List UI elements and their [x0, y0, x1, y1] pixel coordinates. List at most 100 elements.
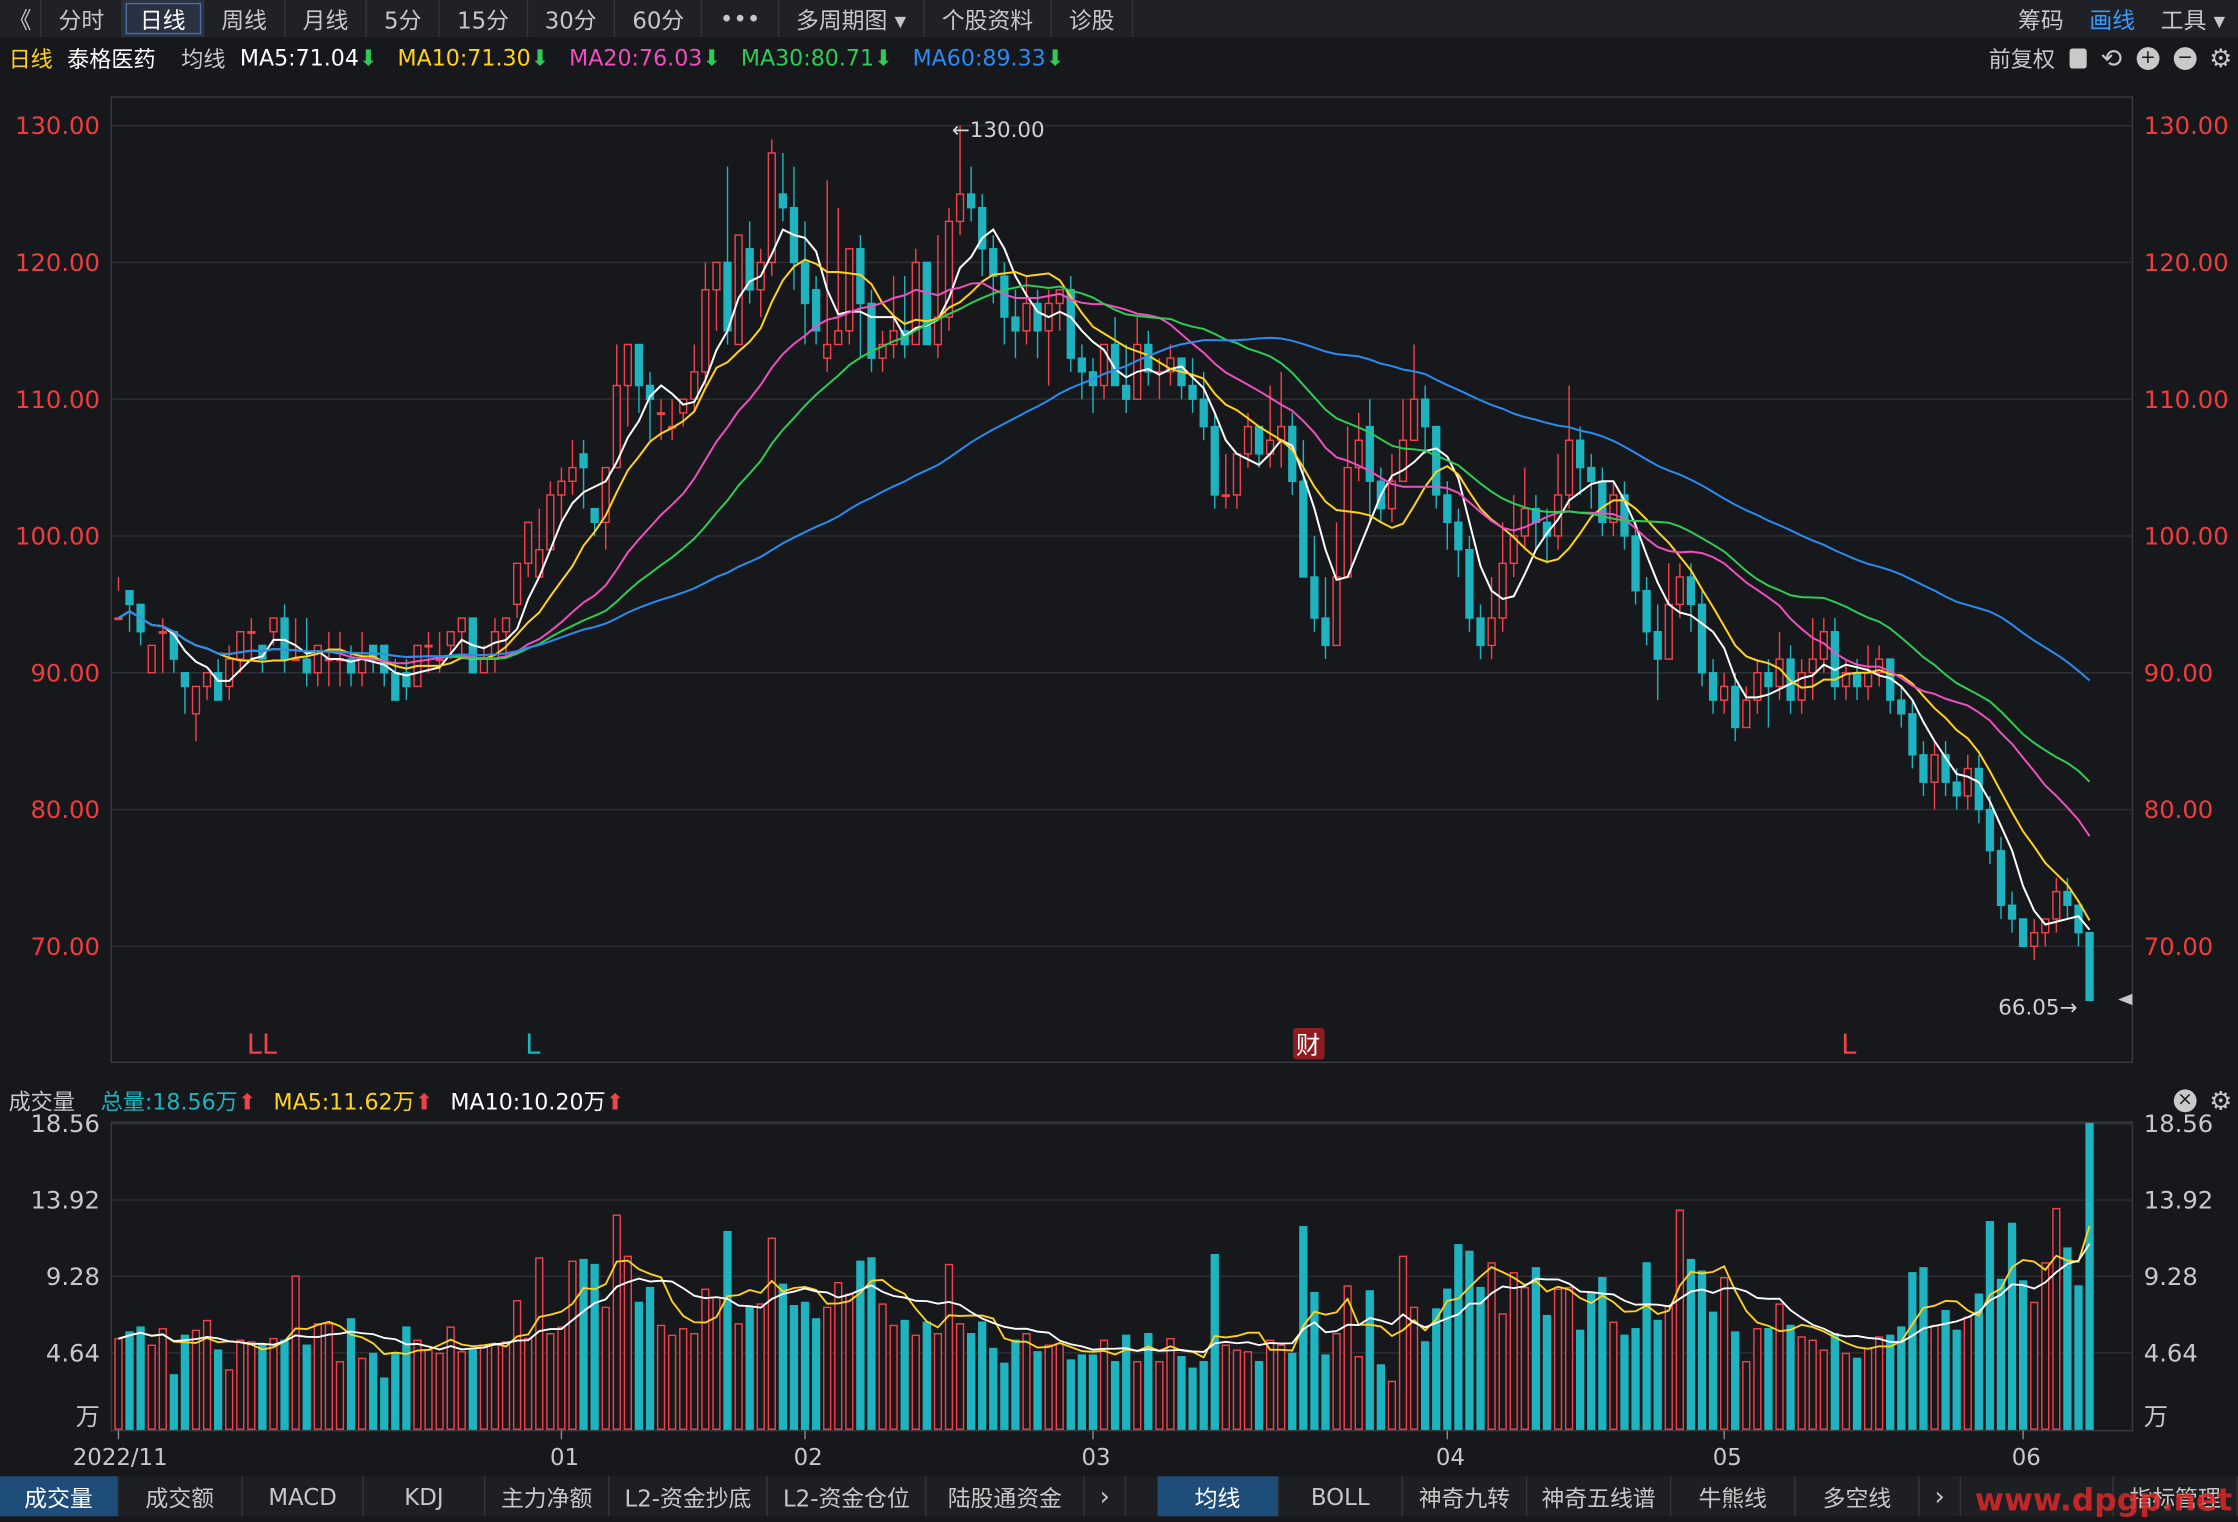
- indicator-tab[interactable]: 神奇五线谱: [1527, 1476, 1672, 1517]
- volume-bar: [1620, 1334, 1629, 1430]
- candle-body: [1110, 343, 1120, 387]
- candle-body: [1000, 275, 1009, 318]
- tab-period[interactable]: 5分: [367, 0, 440, 38]
- tab-period[interactable]: 多周期图 ▾: [779, 0, 925, 38]
- price-tick-left: 100.00: [15, 522, 100, 551]
- candle-body: [1376, 480, 1386, 510]
- candle-body: [989, 248, 998, 277]
- tab-period[interactable]: 周线: [204, 0, 286, 38]
- adjust-select[interactable]: 前复权: [1988, 47, 2055, 73]
- candle-body: [1886, 658, 1895, 701]
- zoom-out-icon[interactable]: −: [2173, 47, 2197, 70]
- tab-period[interactable]: 15分: [440, 0, 528, 38]
- indicator-tab[interactable]: BOLL: [1279, 1476, 1404, 1517]
- ma5-line: [117, 228, 2091, 931]
- indicator-tab[interactable]: KDJ: [364, 1476, 486, 1517]
- chevron-right-icon[interactable]: ›: [1085, 1476, 1127, 1517]
- candle-body: [1177, 357, 1186, 387]
- candle-body: [1576, 439, 1585, 469]
- indicator-tab[interactable]: 陆股通资金: [926, 1476, 1085, 1517]
- candle-body: [1675, 576, 1684, 606]
- volume-bar: [1985, 1221, 1995, 1430]
- indicator-tab[interactable]: 主力净额: [485, 1476, 610, 1517]
- candle-body: [191, 685, 201, 715]
- tab-period[interactable]: 30分: [528, 0, 616, 38]
- indicator-manage-button[interactable]: 指标管理: [2112, 1476, 2238, 1517]
- up-arrow-icon: ⬆: [605, 1089, 625, 1116]
- volume-bar: [834, 1281, 843, 1430]
- volume-title[interactable]: 成交量: [8, 1089, 75, 1116]
- indicator-tab[interactable]: 均线: [1157, 1476, 1279, 1517]
- candle-body: [1620, 494, 1629, 537]
- candle-body: [1808, 658, 1817, 674]
- volume-bar: [1531, 1267, 1541, 1430]
- indicator-tab[interactable]: 多空线: [1796, 1476, 1920, 1517]
- volume-bar: [1033, 1351, 1042, 1430]
- chevron-right-icon[interactable]: ›: [1920, 1476, 1962, 1517]
- tab-period[interactable]: 60分: [615, 0, 703, 38]
- indicator-tab[interactable]: L2-资金仓位: [768, 1476, 927, 1517]
- candle-body: [1609, 494, 1618, 524]
- signal-marker: L: [525, 1030, 540, 1061]
- indicator-tab[interactable]: MACD: [243, 1476, 364, 1517]
- volume-bar: [225, 1369, 234, 1430]
- x-label: 05: [1713, 1445, 1742, 1471]
- volume-bar: [369, 1352, 378, 1430]
- gear-icon[interactable]: ⚙: [2209, 43, 2233, 74]
- tab-period[interactable]: 月线: [286, 0, 367, 38]
- candle-body: [2018, 918, 2028, 948]
- indicator-tab[interactable]: L2-资金抄底: [609, 1476, 768, 1517]
- volume-bar: [1564, 1286, 1574, 1430]
- indicator-tab[interactable]: 神奇九转: [1403, 1476, 1528, 1517]
- close-icon[interactable]: ×: [2173, 1089, 2197, 1113]
- toolbar-right-item[interactable]: 工具 ▾: [2160, 7, 2226, 35]
- indicator-tab[interactable]: 成交额: [118, 1476, 243, 1517]
- volume-bar: [1044, 1344, 1053, 1430]
- stock-name[interactable]: 泰格医药: [67, 47, 156, 73]
- tab-period[interactable]: •••: [703, 0, 779, 38]
- down-arrow-icon: ⬇: [702, 45, 721, 72]
- candle-body: [1531, 507, 1541, 524]
- candle-body: [878, 343, 887, 359]
- volume-unit-right: 万: [2144, 1402, 2168, 1431]
- gear-icon[interactable]: ⚙: [2209, 1085, 2233, 1116]
- volume-bar: [1786, 1324, 1795, 1430]
- volume-bar: [2074, 1285, 2083, 1430]
- volume-bar: [1321, 1354, 1330, 1430]
- volume-bar: [955, 1323, 965, 1430]
- candle-body: [845, 248, 854, 332]
- volume-bar: [446, 1326, 455, 1430]
- candle-body: [1708, 672, 1718, 701]
- candle-body: [1432, 425, 1441, 496]
- candle-body: [944, 220, 954, 318]
- zoom-in-icon[interactable]: +: [2136, 47, 2160, 70]
- candle-body: [1587, 466, 1596, 482]
- volume-bar: [900, 1319, 909, 1430]
- volume-tick-right: 13.92: [2144, 1186, 2213, 1215]
- volume-bar: [1753, 1328, 1762, 1430]
- x-label: 01: [550, 1445, 579, 1471]
- candle-body: [1321, 617, 1330, 647]
- ma20-line: [117, 281, 2091, 837]
- undo-icon[interactable]: ⟲: [2100, 43, 2123, 74]
- tab-period[interactable]: 日线: [122, 0, 205, 38]
- volume-bar: [1476, 1286, 1485, 1430]
- toolbar-right-item[interactable]: 筹码: [2017, 7, 2064, 35]
- volume-bar: [335, 1360, 345, 1430]
- lock-icon[interactable]: [2069, 48, 2087, 69]
- tab-period[interactable]: 诊股: [1052, 0, 1134, 38]
- tab-period[interactable]: 个股资料: [925, 0, 1052, 38]
- candle-body: [1055, 289, 1064, 305]
- toolbar-right-item[interactable]: 画线: [2089, 7, 2136, 35]
- indicator-tab[interactable]: 成交量: [0, 1476, 119, 1517]
- volume-bar: [501, 1341, 511, 1430]
- volume-bar: [1664, 1305, 1673, 1430]
- back-icon[interactable]: 《: [0, 0, 42, 38]
- ma-label[interactable]: 均线: [181, 47, 226, 73]
- indicator-tab[interactable]: 牛熊线: [1671, 1476, 1796, 1517]
- volume-bar: [1421, 1341, 1430, 1430]
- tab-period[interactable]: 分时: [41, 0, 123, 38]
- candle-body: [369, 644, 378, 660]
- candle-body: [1033, 302, 1042, 332]
- price-tick-left: 70.00: [30, 932, 99, 961]
